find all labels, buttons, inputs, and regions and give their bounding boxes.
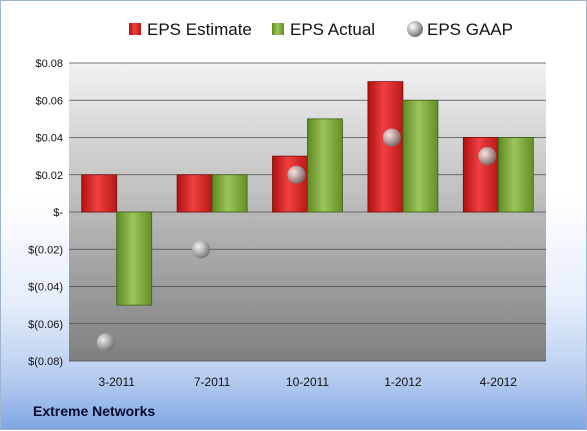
bar-eps-actual — [116, 211, 153, 306]
y-tick-label: $0.04 — [35, 133, 63, 145]
bar-eps-estimate — [176, 174, 213, 213]
marker-eps-gaap — [478, 147, 497, 166]
y-tick-label: $0.06 — [35, 95, 63, 107]
marker-eps-gaap — [287, 165, 306, 184]
bar-eps-estimate — [367, 81, 404, 213]
legend-label: EPS GAAP — [427, 20, 513, 39]
y-tick-label: $0.08 — [35, 58, 63, 70]
y-tick-label: $(0.06) — [28, 319, 63, 331]
legend-marker-eps-actual — [272, 23, 284, 35]
legend-marker-eps-gaap — [407, 21, 423, 37]
x-tick-label: 4-2012 — [480, 375, 518, 389]
legend-label: EPS Actual — [290, 20, 375, 39]
marker-eps-gaap — [192, 240, 211, 259]
bar-eps-actual — [211, 174, 248, 213]
y-tick-label: $(0.04) — [28, 282, 63, 294]
x-tick-label: 3-2011 — [98, 375, 135, 389]
x-tick-label: 7-2011 — [194, 375, 231, 389]
bar-eps-estimate — [272, 155, 308, 213]
marker-eps-gaap — [96, 333, 115, 352]
legend-label: EPS Estimate — [147, 20, 252, 39]
bar-eps-actual — [307, 118, 343, 213]
bar-eps-estimate — [81, 174, 118, 213]
bar-eps-actual — [497, 137, 534, 213]
y-tick-label: $(0.02) — [28, 244, 63, 256]
y-tick-label: $(0.08) — [28, 356, 63, 368]
x-tick-label: 1-2012 — [384, 375, 422, 389]
legend: EPS Estimate EPS Actual EPS GAAP — [129, 20, 513, 39]
bar-eps-actual — [402, 99, 439, 213]
company-name: Extreme Networks — [33, 403, 156, 419]
y-tick-label: $0.02 — [35, 170, 63, 182]
legend-marker-eps-estimate — [129, 23, 141, 35]
bar-eps-estimate — [462, 137, 499, 213]
marker-eps-gaap — [382, 128, 401, 147]
y-tick-label: $- — [53, 207, 63, 219]
x-tick-label: 10-2011 — [286, 375, 329, 389]
